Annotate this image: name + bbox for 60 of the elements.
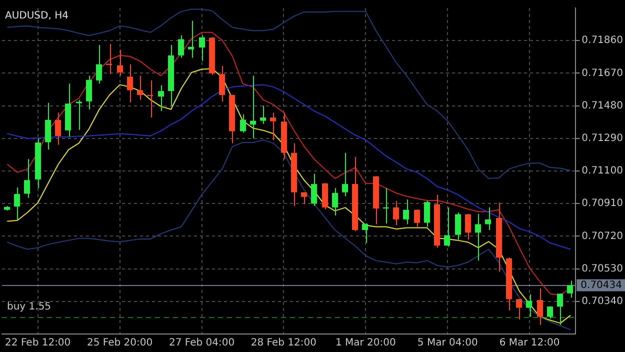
candlestick	[414, 208, 420, 228]
y-tick-label: 0.70530	[582, 263, 624, 274]
y-tick-label: 0.70720	[582, 230, 624, 242]
candlestick	[127, 64, 133, 103]
candlestick	[301, 192, 307, 205]
y-tick-label: 0.71480	[582, 100, 624, 112]
candlestick	[393, 200, 399, 226]
y-tick-label: 0.71860	[582, 35, 624, 46]
candlestick	[76, 99, 82, 130]
candlestick	[403, 198, 409, 225]
candlestick	[383, 188, 389, 224]
candlestick	[332, 188, 338, 216]
candlestick	[485, 206, 491, 231]
candlestick	[188, 20, 194, 58]
y-tick-label: 0.71290	[582, 132, 624, 144]
candlestick	[342, 152, 348, 197]
candlestick	[444, 206, 450, 247]
candlestick	[260, 105, 266, 124]
x-tick-label: 25 Feb 20:00	[87, 338, 153, 349]
candlestick	[14, 186, 20, 220]
candlestick	[219, 65, 225, 102]
candlestick	[250, 75, 256, 139]
y-tick-label: 0.71670	[582, 68, 624, 79]
candlestick	[362, 222, 368, 244]
x-tick-label: 28 Feb 12:00	[250, 338, 317, 349]
candlestick	[465, 213, 471, 240]
candlestick	[45, 102, 51, 150]
chart-title: AUDUSD, H4	[5, 10, 68, 22]
x-tick-label: 6 Mar 12:00	[499, 338, 560, 349]
x-tick-label: 27 Feb 04:00	[168, 338, 235, 349]
x-tick-label: 1 Mar 20:00	[335, 338, 396, 349]
candlestick	[424, 200, 430, 228]
y-tick-label: 0.70910	[582, 198, 624, 210]
candlestick	[158, 84, 164, 112]
candlestick	[86, 75, 92, 110]
candlestick	[24, 158, 30, 198]
ref-line-label: buy 1.55	[7, 301, 52, 312]
ref-line-label: 0.70434	[580, 280, 622, 291]
candlestick	[137, 75, 143, 100]
candlestick	[516, 298, 522, 320]
candlestick	[557, 293, 563, 326]
candlestick	[475, 213, 481, 262]
candlestick	[96, 44, 102, 84]
candlestick	[547, 306, 553, 320]
candlestick	[199, 34, 205, 62]
candlestick	[455, 212, 461, 240]
candlestick	[311, 173, 317, 206]
candlestick	[270, 112, 276, 141]
y-tick-label: 0.70340	[582, 296, 624, 307]
candlestick	[147, 80, 153, 118]
candlestick	[567, 280, 573, 298]
x-tick-label: 22 Feb 12:00	[5, 338, 71, 349]
candlestick	[178, 34, 184, 58]
candlestick	[55, 112, 61, 146]
candlestick	[526, 294, 532, 318]
x-tick-label: 5 Mar 04:00	[417, 338, 478, 349]
candlestick	[240, 114, 246, 133]
candlestick	[117, 49, 123, 76]
candlestick	[537, 288, 543, 326]
y-tick-label: 0.71100	[582, 166, 624, 177]
